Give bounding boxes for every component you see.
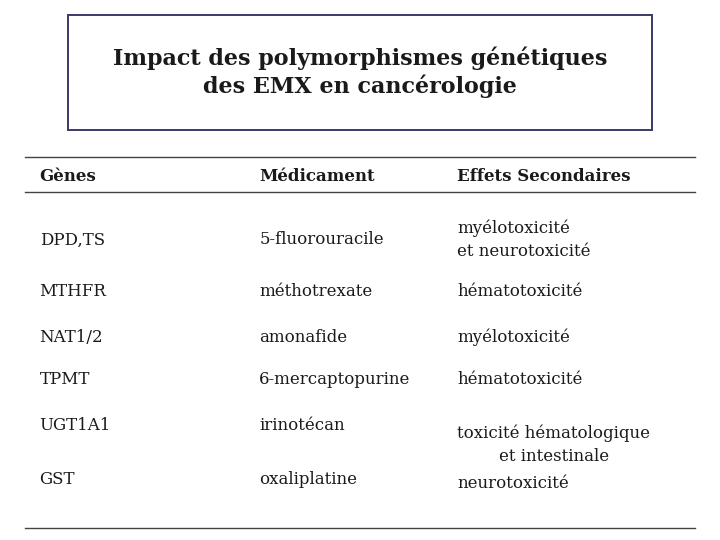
Text: toxicité hématologique
et intestinale: toxicité hématologique et intestinale	[457, 424, 650, 465]
Text: neurotoxicité: neurotoxicité	[457, 476, 569, 492]
Text: hématotoxicité: hématotoxicité	[457, 284, 582, 300]
Text: Impact des polymorphismes génétiques: Impact des polymorphismes génétiques	[113, 47, 607, 70]
Text: oxaliplatine: oxaliplatine	[259, 471, 357, 489]
Text: méthotrexate: méthotrexate	[259, 284, 372, 300]
Text: UGT1A1: UGT1A1	[40, 416, 111, 434]
Text: Médicament: Médicament	[259, 168, 375, 185]
Text: NAT1/2: NAT1/2	[40, 328, 103, 346]
FancyBboxPatch shape	[68, 15, 652, 130]
Text: hématotoxicité: hématotoxicité	[457, 372, 582, 388]
Text: amonafide: amonafide	[259, 328, 347, 346]
Text: TPMT: TPMT	[40, 372, 90, 388]
Text: 5-fluorouracile: 5-fluorouracile	[259, 232, 384, 248]
Text: Effets Secondaires: Effets Secondaires	[457, 168, 631, 185]
Text: 6-mercaptopurine: 6-mercaptopurine	[259, 372, 410, 388]
Text: MTHFR: MTHFR	[40, 284, 107, 300]
Text: DPD,TS: DPD,TS	[40, 232, 104, 248]
Text: des EMX en cancérologie: des EMX en cancérologie	[203, 75, 517, 98]
Text: GST: GST	[40, 471, 75, 489]
Text: Gènes: Gènes	[40, 168, 96, 185]
Text: myélotoxicité: myélotoxicité	[457, 328, 570, 346]
Text: irinotécan: irinotécan	[259, 416, 345, 434]
Text: myélotoxicité
et neurotoxicité: myélotoxicité et neurotoxicité	[457, 219, 590, 260]
